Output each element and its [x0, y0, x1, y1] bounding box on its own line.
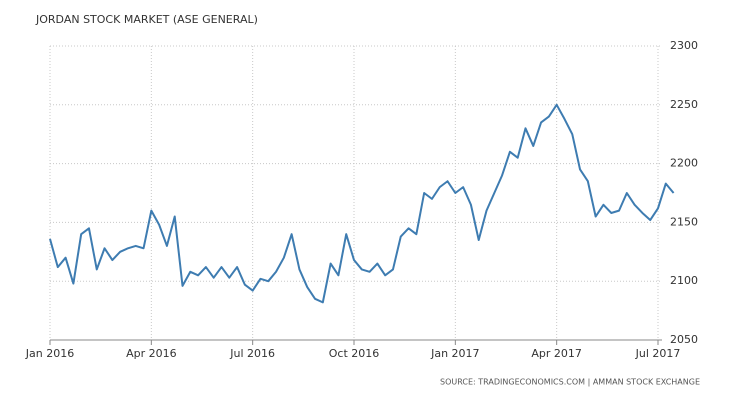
- x-tick-label: Apr 2016: [126, 347, 177, 360]
- y-tick-label: 2300: [670, 39, 698, 52]
- price-line: [49, 103, 675, 304]
- x-tick-label: Jul 2016: [229, 347, 275, 360]
- y-tick-label: 2050: [670, 333, 698, 346]
- x-tick-label: Jan 2017: [430, 347, 479, 360]
- y-tick-label: 2150: [670, 215, 698, 228]
- y-tick-label: 2250: [670, 98, 698, 111]
- y-tick-label: 2200: [670, 157, 698, 170]
- y-tick-label: 2100: [670, 274, 698, 287]
- x-tick-label: Jan 2016: [25, 347, 74, 360]
- chart-title: JORDAN STOCK MARKET (ASE GENERAL): [35, 13, 258, 26]
- x-tick-label: Jul 2017: [635, 347, 681, 360]
- x-tick-label: Apr 2017: [531, 347, 582, 360]
- source-note: SOURCE: TRADINGECONOMICS.COM | AMMAN STO…: [440, 378, 700, 387]
- x-tick-label: Oct 2016: [329, 347, 380, 360]
